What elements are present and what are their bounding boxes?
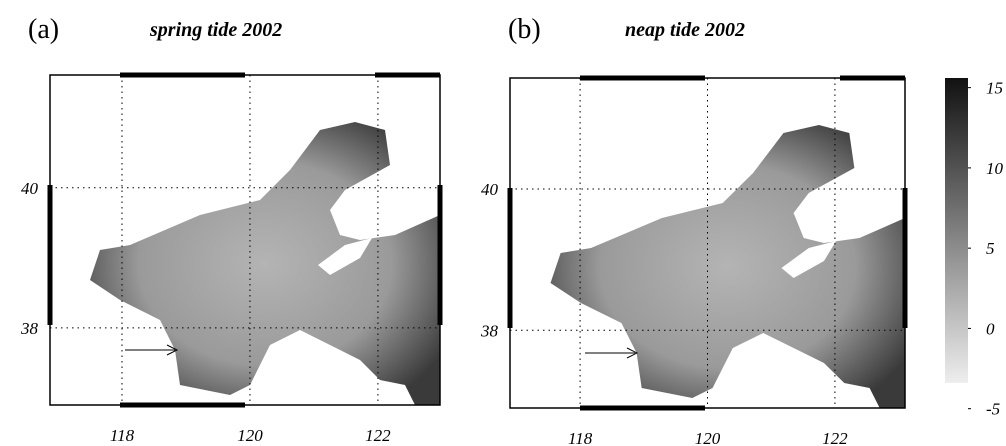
colorbar-label: 0 xyxy=(986,319,995,338)
colorbar-label: -5 xyxy=(986,400,1000,419)
island xyxy=(318,238,372,275)
arrow-head xyxy=(626,347,639,359)
y-tick-label: 40 xyxy=(21,179,39,198)
sea-field xyxy=(550,125,905,408)
colorbar-label: 15 xyxy=(986,79,1003,98)
x-tick-label: 120 xyxy=(237,426,263,445)
sea-field xyxy=(90,122,440,405)
x-tick-label: 118 xyxy=(568,429,593,446)
x-tick-label: 122 xyxy=(822,429,848,446)
colorbar-label: 10 xyxy=(986,159,1004,178)
y-tick-label: 38 xyxy=(480,321,499,340)
colorbar-label: 5 xyxy=(986,239,995,258)
panel-title: spring tide 2002 xyxy=(149,19,282,41)
panel-label: (b) xyxy=(508,14,541,45)
panel-label: (a) xyxy=(28,14,59,45)
y-tick-label: 38 xyxy=(20,319,39,338)
x-tick-label: 118 xyxy=(110,426,135,445)
y-tick-label: 40 xyxy=(481,180,499,199)
island xyxy=(781,241,837,278)
panel-title: neap tide 2002 xyxy=(625,19,745,41)
arrow-head xyxy=(166,344,179,356)
x-tick-label: 120 xyxy=(695,429,721,446)
colorbar xyxy=(945,78,968,383)
x-tick-label: 122 xyxy=(365,426,391,445)
